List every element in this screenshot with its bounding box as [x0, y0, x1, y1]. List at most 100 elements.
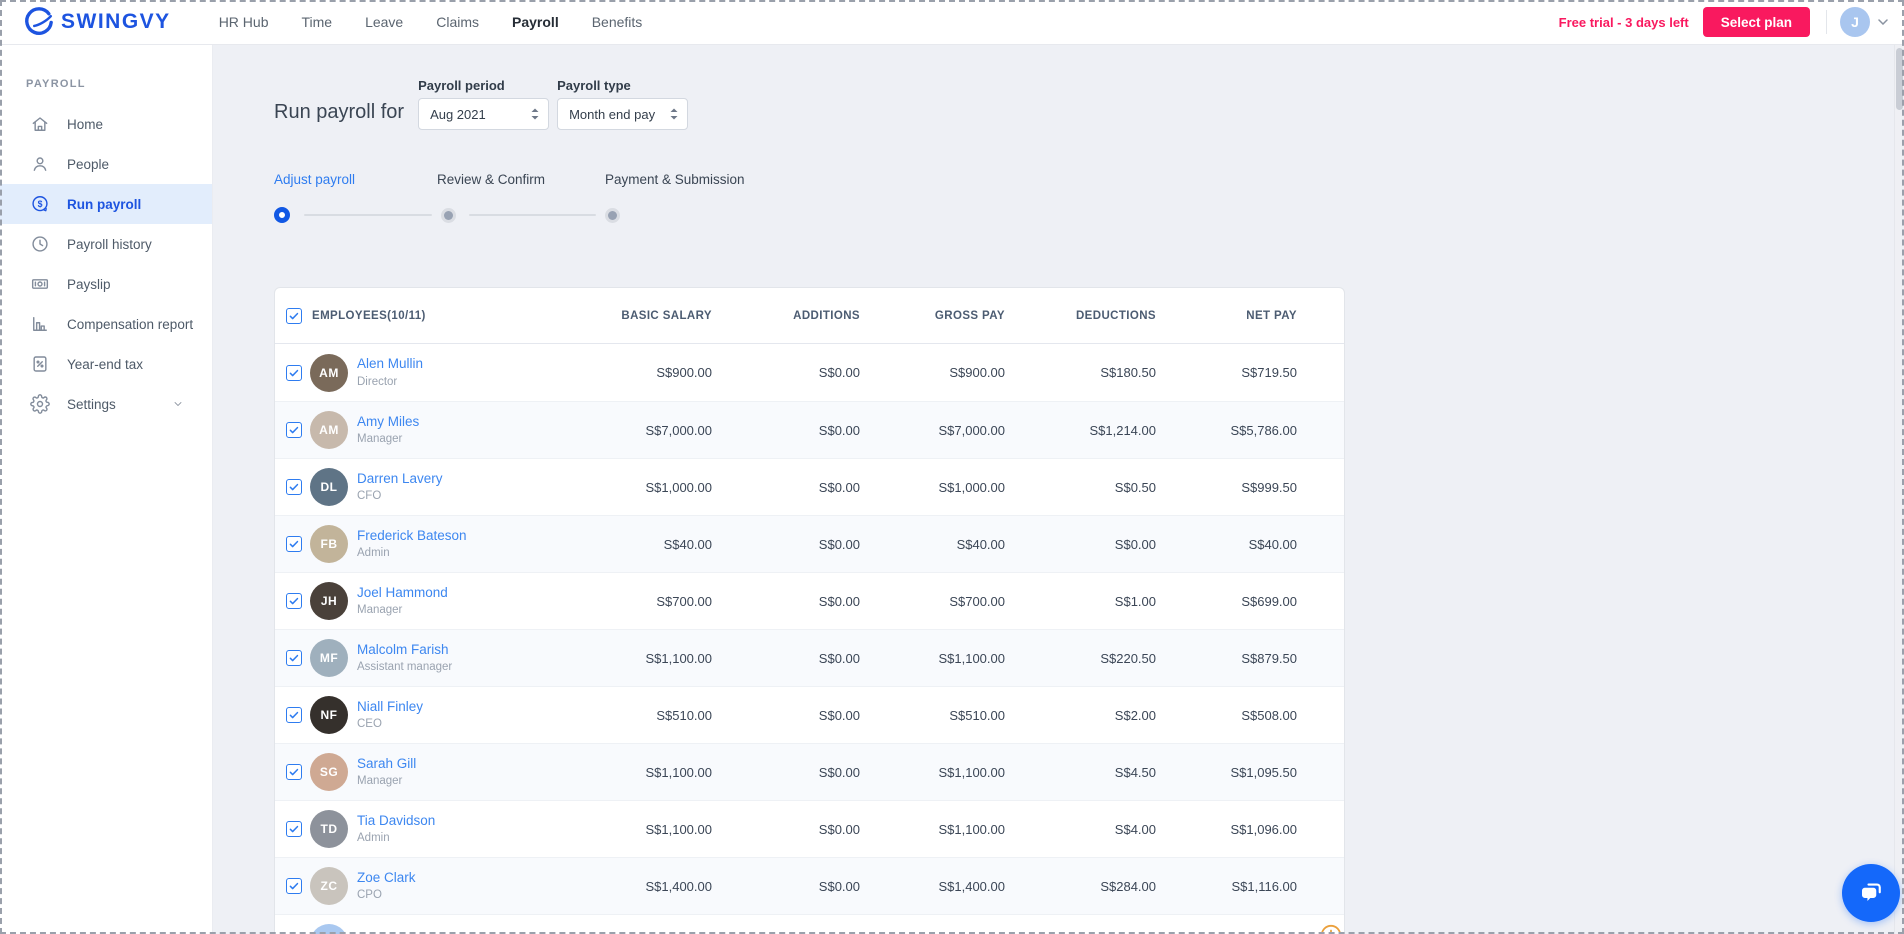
sidebar-item-compensation-report[interactable]: Compensation report: [0, 304, 212, 344]
employee-cell: DL Darren Lavery CFO: [275, 459, 565, 515]
column-header-employees-10-11: EMPLOYEES(10/11): [275, 288, 565, 343]
row-checkbox[interactable]: [286, 707, 302, 723]
tax-icon: [30, 354, 50, 374]
deductions-value: S$0.50: [1114, 479, 1156, 495]
employee-cell: AM Amy Miles Manager: [275, 402, 565, 458]
table-row: MF Malcolm Farish Assistant manager S$1,100…: [275, 629, 1344, 686]
row-checkbox[interactable]: [286, 422, 302, 438]
net-pay-value: S$5,786.00: [1230, 422, 1297, 438]
run-payroll-icon: $: [30, 194, 50, 214]
swingvy-logo-icon: [25, 7, 53, 35]
row-checkbox[interactable]: [286, 536, 302, 552]
table-row: SG Sarah Gill Manager S$1,100.00 S$0.00 S$1,1…: [275, 743, 1344, 800]
employee-name-link[interactable]: Frederick Bateson: [357, 527, 467, 543]
row-checkbox[interactable]: [286, 764, 302, 780]
step-label-adjust-payroll[interactable]: Adjust payroll: [274, 172, 356, 187]
employee-name-link[interactable]: Joel Hammond: [357, 584, 448, 600]
nav-item-hr-hub[interactable]: HR Hub: [218, 14, 269, 30]
step-label-review-confirm[interactable]: Review & Confirm: [437, 172, 546, 187]
employee-cell: FB Frederick Bateson Admin: [275, 516, 565, 572]
sidebar-item-payslip[interactable]: Payslip: [0, 264, 212, 304]
select-plan-button[interactable]: Select plan: [1702, 7, 1810, 37]
sidebar-item-people[interactable]: People: [0, 144, 212, 184]
employee-name-link[interactable]: Tia Davidson: [357, 812, 436, 828]
row-checkbox[interactable]: [286, 593, 302, 609]
svg-text:$: $: [38, 199, 43, 209]
stepper-line-1: [304, 214, 432, 216]
net-pay-value: S$40.00: [1248, 536, 1297, 552]
column-header-deductions: DEDUCTIONS: [1005, 288, 1156, 343]
payroll-type-select[interactable]: Month end pay: [557, 98, 689, 130]
employee-text: Amy Miles Manager: [357, 413, 419, 447]
employee-cell: NF Niall Finley CEO: [275, 687, 565, 743]
row-checkbox[interactable]: [286, 821, 302, 837]
row-checkbox[interactable]: [286, 650, 302, 666]
free-trial-badge: Free trial - 3 days left: [1558, 14, 1689, 30]
step-label-payment-submission[interactable]: Payment & Submission: [605, 172, 745, 187]
employee-avatar: AM: [310, 353, 348, 392]
nav-item-payroll[interactable]: Payroll: [512, 14, 559, 30]
additions-value: S$0.00: [818, 536, 860, 552]
payroll-stepper: [274, 206, 654, 224]
table-row: JLJane Lee: [275, 914, 1344, 934]
nav-item-benefits[interactable]: Benefits: [591, 14, 643, 30]
warning-icon: [1320, 924, 1342, 934]
sidebar-item-run-payroll[interactable]: $ Run payroll: [0, 184, 212, 224]
row-checkbox[interactable]: [286, 364, 302, 381]
nav-item-time[interactable]: Time: [301, 14, 333, 30]
payroll-sidebar: PAYROLL Home People $ Run payroll Payroll hi…: [0, 45, 213, 934]
nav-item-leave[interactable]: Leave: [365, 14, 404, 30]
chat-button[interactable]: [1842, 864, 1900, 922]
nav-item-claims[interactable]: Claims: [436, 14, 480, 30]
additions-value: S$0.00: [818, 650, 860, 666]
sidebar-item-label: Run payroll: [67, 196, 142, 212]
row-checkbox[interactable]: [286, 479, 302, 495]
column-header-basic-salary: BASIC SALARY: [565, 288, 712, 343]
payroll-period-select[interactable]: Aug 2021: [418, 98, 550, 130]
select-all-checkbox[interactable]: [286, 307, 302, 324]
column-header-label: EMPLOYEES(10/11): [312, 309, 426, 322]
employee-name-link[interactable]: Niall Finley: [357, 698, 424, 714]
gross-pay-value: S$1,100.00: [938, 764, 1005, 780]
employee-name-link[interactable]: Sarah Gill: [357, 755, 417, 771]
swingvy-logo[interactable]: SWINGVY: [22, 6, 171, 38]
page-title: Run payroll for: [274, 101, 405, 123]
deductions-value: S$4.50: [1114, 764, 1156, 780]
sidebar-item-year-end-tax[interactable]: Year-end tax: [0, 344, 212, 384]
column-header-label: BASIC SALARY: [621, 309, 712, 322]
avatar-caret-down-icon[interactable]: [1878, 19, 1888, 25]
employee-name-link[interactable]: Darren Lavery: [357, 470, 443, 486]
select-stepper-icon: [531, 108, 539, 120]
basic-salary-value: S$510.00: [656, 707, 712, 723]
net-pay-value: S$879.50: [1241, 650, 1297, 666]
sidebar-item-home[interactable]: Home: [0, 104, 212, 144]
user-avatar[interactable]: J: [1840, 7, 1870, 37]
employee-cell: AM Alen Mullin Director: [275, 344, 565, 401]
sidebar-item-payroll-history[interactable]: Payroll history: [0, 224, 212, 264]
column-header-label: ADDITIONS: [793, 309, 860, 322]
employee-role: Admin: [357, 547, 390, 560]
chat-bubbles-icon: [1862, 883, 1881, 901]
scrollbar-thumb[interactable]: [1896, 48, 1903, 110]
top-nav: SWINGVY HR Hub Time Leave Claims Payroll Bene…: [0, 0, 1904, 45]
employee-name-link[interactable]: Zoe Clark: [357, 869, 416, 885]
row-checkbox[interactable]: [286, 878, 302, 894]
employee-name-link[interactable]: Alen Mullin: [357, 356, 424, 372]
employee-role: Manager: [357, 775, 403, 788]
sidebar-item-settings[interactable]: Settings: [0, 384, 212, 424]
basic-salary-value: [565, 915, 712, 934]
home-icon: [30, 114, 50, 134]
employee-cell: JLJane Lee: [275, 915, 565, 934]
additions-value: S$0.00: [818, 365, 860, 380]
employee-role: Admin: [357, 832, 390, 845]
employee-name-link[interactable]: Amy Miles: [357, 413, 420, 429]
sidebar-item-label: People: [67, 156, 110, 172]
deductions-value: S$0.00: [1114, 536, 1156, 552]
employee-avatar: FB: [310, 525, 348, 563]
net-pay-value: S$699.00: [1241, 593, 1297, 609]
employee-cell: SG Sarah Gill Manager: [275, 744, 565, 800]
gross-pay-value: S$1,100.00: [938, 821, 1005, 837]
employee-name-link[interactable]: Malcolm Farish: [357, 641, 449, 657]
employee-avatar: TD: [310, 810, 348, 848]
deductions-value: S$284.00: [1100, 878, 1156, 894]
